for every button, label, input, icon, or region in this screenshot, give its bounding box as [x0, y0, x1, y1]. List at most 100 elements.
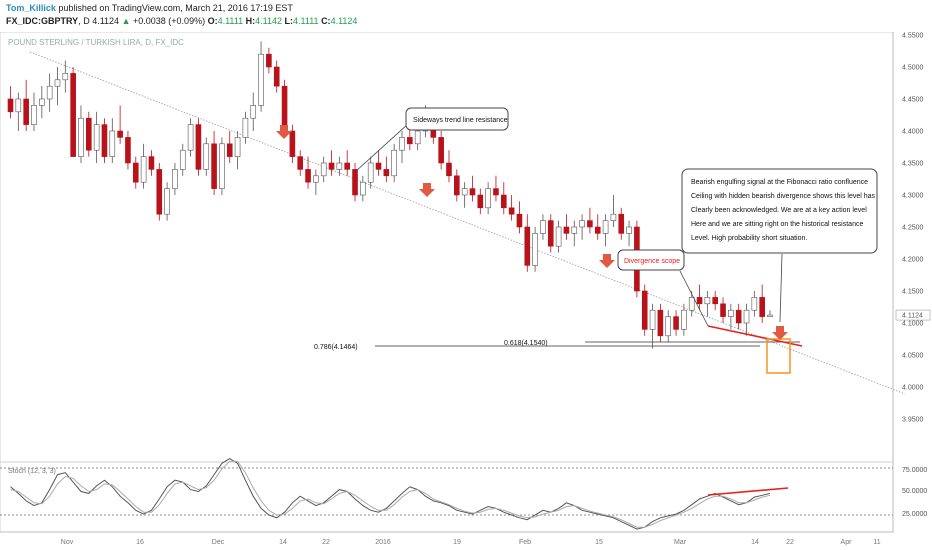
candle[interactable]	[563, 226, 570, 234]
candle[interactable]	[226, 143, 233, 157]
candle[interactable]	[46, 85, 53, 100]
candle[interactable]	[391, 149, 397, 177]
candle[interactable]	[70, 73, 76, 157]
candle[interactable]	[132, 162, 139, 183]
candle[interactable]	[469, 188, 476, 196]
candle[interactable]	[266, 53, 272, 68]
candle[interactable]	[273, 66, 280, 87]
resistance-line[interactable]	[707, 325, 803, 347]
candle[interactable]	[579, 220, 585, 228]
candle[interactable]	[328, 162, 335, 170]
candle[interactable]	[751, 297, 758, 311]
callout-trendline[interactable]	[405, 107, 509, 131]
candle[interactable]	[493, 188, 499, 196]
candle[interactable]	[336, 162, 343, 170]
candle[interactable]	[101, 124, 108, 157]
candle[interactable]	[641, 290, 648, 330]
candle[interactable]	[461, 188, 468, 196]
candle[interactable]	[125, 137, 131, 164]
candle[interactable]	[728, 309, 734, 317]
candle[interactable]	[31, 105, 37, 125]
candle[interactable]	[626, 226, 632, 234]
candle[interactable]	[289, 130, 296, 157]
candle[interactable]	[148, 156, 155, 170]
candle[interactable]	[681, 309, 687, 330]
candle[interactable]	[187, 124, 194, 151]
candle[interactable]	[485, 188, 491, 209]
candle[interactable]	[587, 220, 593, 228]
candle[interactable]	[305, 169, 311, 183]
candle[interactable]	[109, 130, 116, 157]
candle[interactable]	[164, 188, 170, 215]
candle[interactable]	[62, 73, 69, 81]
candle[interactable]	[602, 220, 609, 234]
candle[interactable]	[735, 309, 742, 324]
candle[interactable]	[258, 53, 264, 106]
price-axis[interactable]: 4.75004.70004.65004.60004.55004.50004.45…	[895, 32, 931, 424]
candle[interactable]	[281, 85, 288, 132]
candle[interactable]	[313, 175, 319, 183]
author-name[interactable]: Tom_Killick	[6, 3, 56, 13]
candle[interactable]	[414, 130, 421, 145]
stoch-divergence-line[interactable]	[707, 487, 789, 496]
candle[interactable]	[117, 130, 123, 138]
candle[interactable]	[759, 297, 765, 317]
candle[interactable]	[234, 137, 241, 157]
candle[interactable]	[250, 105, 257, 119]
candle[interactable]	[618, 213, 625, 234]
candle[interactable]	[524, 226, 531, 266]
candle[interactable]	[555, 226, 562, 247]
candle[interactable]	[712, 297, 719, 305]
candle[interactable]	[743, 309, 750, 324]
candle[interactable]	[211, 143, 217, 189]
candle[interactable]	[477, 194, 484, 209]
candle[interactable]	[352, 169, 358, 196]
candle[interactable]	[203, 143, 210, 170]
callout-divergence[interactable]	[617, 249, 685, 271]
candle[interactable]	[399, 137, 405, 151]
candle[interactable]	[696, 297, 703, 305]
candle[interactable]	[320, 162, 327, 177]
candle[interactable]	[673, 316, 679, 330]
candle[interactable]	[93, 124, 100, 151]
candle[interactable]	[704, 297, 711, 305]
candle[interactable]	[649, 309, 656, 330]
callout-main[interactable]	[681, 168, 878, 254]
candle[interactable]	[23, 98, 29, 125]
candle[interactable]	[7, 98, 14, 113]
time-axis[interactable]: Nov 16 Dec 14 22 2016 19 Feb 15 Mar 14 22 Apr 11	[61, 539, 881, 546]
candle[interactable]	[688, 297, 695, 311]
candle[interactable]	[407, 137, 413, 145]
candle[interactable]	[610, 213, 617, 221]
candle[interactable]	[532, 233, 538, 266]
candle[interactable]	[446, 162, 452, 177]
candle[interactable]	[508, 207, 515, 215]
candle[interactable]	[540, 220, 546, 234]
candle[interactable]	[195, 124, 202, 170]
candle[interactable]	[720, 303, 726, 317]
candle[interactable]	[665, 316, 672, 337]
candle[interactable]	[454, 175, 460, 196]
candle[interactable]	[367, 162, 374, 183]
candle[interactable]	[360, 181, 366, 196]
candle[interactable]	[500, 194, 507, 209]
price-chart[interactable]: POUND STERLING / TURKISH LIRA, D, FX_IDC…	[0, 32, 932, 550]
candle[interactable]	[375, 162, 382, 170]
candle[interactable]	[172, 169, 178, 189]
candle[interactable]	[547, 220, 554, 247]
candle[interactable]	[657, 309, 664, 337]
candle[interactable]	[179, 149, 186, 170]
candle[interactable]	[140, 156, 147, 183]
candle[interactable]	[54, 79, 61, 87]
stoch-pane[interactable]	[0, 461, 894, 533]
candle[interactable]	[297, 156, 304, 170]
candle[interactable]	[594, 226, 601, 234]
candle[interactable]	[438, 137, 444, 164]
candle[interactable]	[219, 143, 225, 189]
candle[interactable]	[78, 117, 84, 157]
stoch-d-line[interactable]	[10, 460, 771, 528]
engulfing-highlight-box[interactable]	[766, 338, 791, 374]
candle[interactable]	[15, 98, 22, 113]
candle[interactable]	[767, 314, 773, 317]
candle[interactable]	[242, 117, 249, 138]
